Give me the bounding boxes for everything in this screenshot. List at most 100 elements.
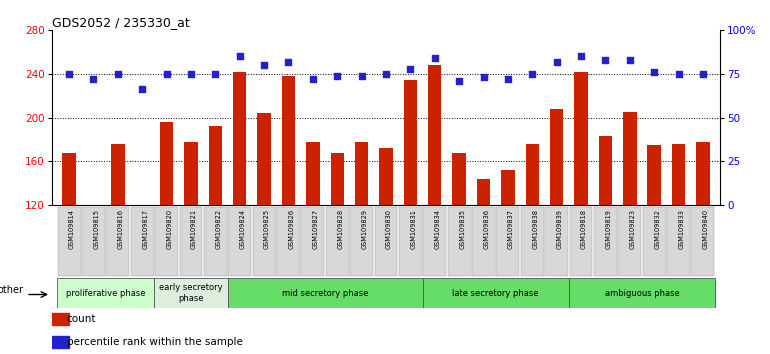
- Point: [233, 53, 246, 59]
- Text: GSM109816: GSM109816: [118, 209, 124, 249]
- Text: GSM109829: GSM109829: [362, 209, 367, 249]
- Bar: [424, 207, 447, 276]
- Bar: [550, 109, 564, 205]
- Text: GSM109820: GSM109820: [166, 209, 172, 249]
- Bar: [623, 112, 637, 205]
- Point: [331, 73, 343, 78]
- Bar: [204, 207, 227, 276]
- Text: GSM109838: GSM109838: [532, 209, 538, 249]
- Point: [87, 76, 99, 82]
- Bar: [497, 207, 519, 276]
- Text: GSM109831: GSM109831: [410, 209, 417, 249]
- Text: mid secretory phase: mid secretory phase: [282, 289, 368, 297]
- Text: count: count: [67, 314, 96, 324]
- Bar: [106, 207, 129, 276]
- Bar: [306, 142, 320, 205]
- Bar: [521, 207, 544, 276]
- Point: [551, 59, 563, 64]
- Bar: [277, 207, 300, 276]
- Bar: [569, 278, 715, 308]
- Bar: [526, 144, 539, 205]
- Point: [306, 76, 319, 82]
- Bar: [301, 207, 324, 276]
- Point: [648, 69, 661, 75]
- Bar: [667, 207, 690, 276]
- Point: [209, 71, 222, 76]
- Bar: [330, 153, 344, 205]
- Point: [477, 74, 490, 80]
- Point: [63, 71, 75, 76]
- Point: [160, 71, 172, 76]
- Text: GSM109817: GSM109817: [142, 209, 148, 249]
- Point: [575, 53, 588, 59]
- Text: GSM109815: GSM109815: [93, 209, 99, 249]
- Bar: [52, 313, 69, 325]
- Text: GSM109833: GSM109833: [678, 209, 685, 249]
- Bar: [648, 145, 661, 205]
- Text: percentile rank within the sample: percentile rank within the sample: [67, 337, 243, 347]
- Text: GSM109824: GSM109824: [239, 209, 246, 249]
- Point: [258, 62, 270, 68]
- Text: GSM109832: GSM109832: [654, 209, 660, 249]
- Point: [404, 66, 417, 72]
- Bar: [155, 278, 227, 308]
- Bar: [403, 80, 417, 205]
- Point: [429, 55, 441, 61]
- Bar: [253, 207, 276, 276]
- Text: GSM109836: GSM109836: [484, 209, 490, 249]
- Bar: [374, 207, 397, 276]
- Bar: [545, 207, 568, 276]
- Point: [356, 73, 368, 78]
- Text: GSM109825: GSM109825: [264, 209, 270, 249]
- Bar: [599, 136, 612, 205]
- Text: GSM109835: GSM109835: [459, 209, 465, 249]
- Text: GSM109830: GSM109830: [386, 209, 392, 249]
- Point: [672, 71, 685, 76]
- Text: GSM109821: GSM109821: [191, 209, 197, 249]
- Point: [380, 71, 392, 76]
- Point: [599, 57, 611, 63]
- Point: [136, 87, 149, 92]
- Text: GSM109819: GSM109819: [605, 209, 611, 249]
- Text: GSM109834: GSM109834: [435, 209, 440, 249]
- Bar: [326, 207, 349, 276]
- Text: GSM109814: GSM109814: [69, 209, 75, 249]
- Bar: [257, 113, 271, 205]
- Bar: [399, 207, 422, 276]
- Bar: [131, 207, 154, 276]
- Text: GSM109828: GSM109828: [337, 209, 343, 249]
- Point: [283, 59, 295, 64]
- Point: [112, 71, 124, 76]
- Bar: [477, 179, 490, 205]
- Point: [502, 76, 514, 82]
- Text: GSM109826: GSM109826: [289, 209, 294, 249]
- Bar: [501, 170, 514, 205]
- Bar: [447, 207, 470, 276]
- Text: other: other: [0, 285, 23, 295]
- Text: late secretory phase: late secretory phase: [453, 289, 539, 297]
- Bar: [453, 153, 466, 205]
- Bar: [111, 144, 125, 205]
- Bar: [179, 207, 203, 276]
- Bar: [618, 207, 641, 276]
- Bar: [672, 144, 685, 205]
- Bar: [574, 72, 588, 205]
- Text: GSM109818: GSM109818: [581, 209, 587, 249]
- Bar: [58, 207, 81, 276]
- Bar: [643, 207, 665, 276]
- Text: GSM109840: GSM109840: [703, 209, 709, 249]
- Text: GSM109837: GSM109837: [508, 209, 514, 249]
- Text: GSM109827: GSM109827: [313, 209, 319, 249]
- Bar: [52, 336, 69, 348]
- Bar: [380, 148, 393, 205]
- Text: GSM109822: GSM109822: [216, 209, 221, 249]
- Point: [697, 71, 709, 76]
- Bar: [282, 76, 295, 205]
- Bar: [233, 72, 246, 205]
- Bar: [82, 207, 105, 276]
- Bar: [472, 207, 495, 276]
- Bar: [423, 278, 569, 308]
- Bar: [696, 142, 710, 205]
- Bar: [691, 207, 715, 276]
- Bar: [160, 122, 173, 205]
